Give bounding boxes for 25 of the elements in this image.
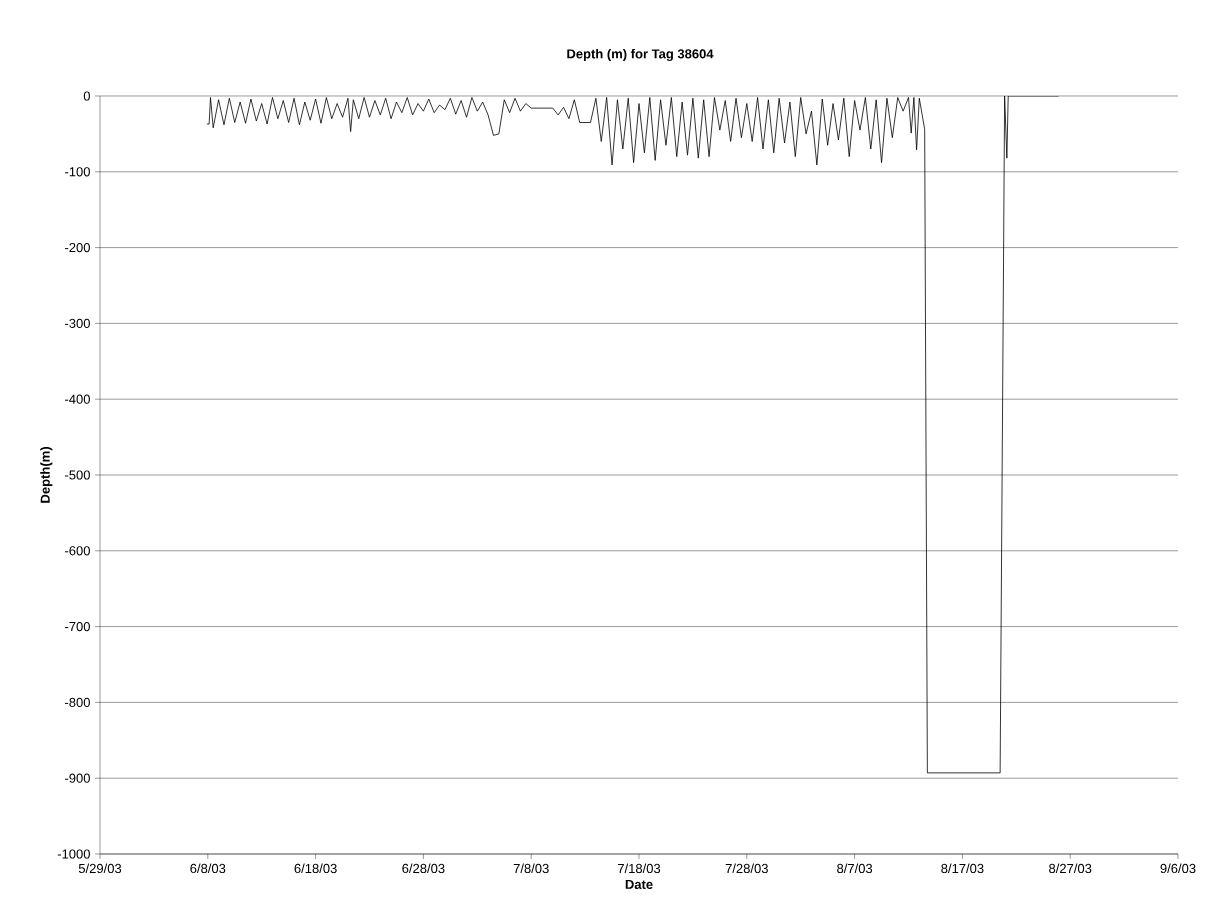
- y-tick-label: -100: [65, 167, 90, 177]
- y-tick-label: -700: [65, 621, 90, 632]
- x-tick-label: 7/28/03: [725, 863, 768, 874]
- y-tick-label: -1000: [57, 849, 90, 859]
- x-axis-title: Date: [625, 879, 653, 889]
- chart-title: Depth (m) for Tag 38604: [567, 48, 714, 62]
- y-tick-label: -600: [65, 546, 90, 556]
- x-tick-label: 6/18/03: [294, 863, 337, 874]
- x-tick-label: 8/27/03: [1049, 863, 1092, 874]
- x-tick-label: 9/6/03: [1160, 863, 1196, 874]
- y-axis-title: Depth(m): [40, 447, 53, 503]
- y-tick-label: -400: [65, 394, 90, 404]
- y-tick-label: -500: [65, 470, 90, 480]
- x-tick-label: 5/29/03: [78, 863, 122, 874]
- y-tick-label: 0: [83, 91, 90, 101]
- x-tick-label: 8/7/03: [837, 863, 873, 874]
- y-tick-label: -800: [65, 697, 90, 707]
- x-tick-label: 8/17/03: [941, 863, 984, 874]
- x-tick-label: 7/18/03: [617, 863, 661, 874]
- x-tick-label: 6/28/03: [402, 863, 445, 874]
- y-tick-label: -200: [65, 242, 90, 253]
- x-tick-label: 6/8/03: [190, 863, 226, 874]
- y-tick-label: -900: [65, 773, 90, 783]
- y-tick-label: -300: [65, 318, 90, 328]
- x-tick-label: 7/8/03: [513, 863, 549, 874]
